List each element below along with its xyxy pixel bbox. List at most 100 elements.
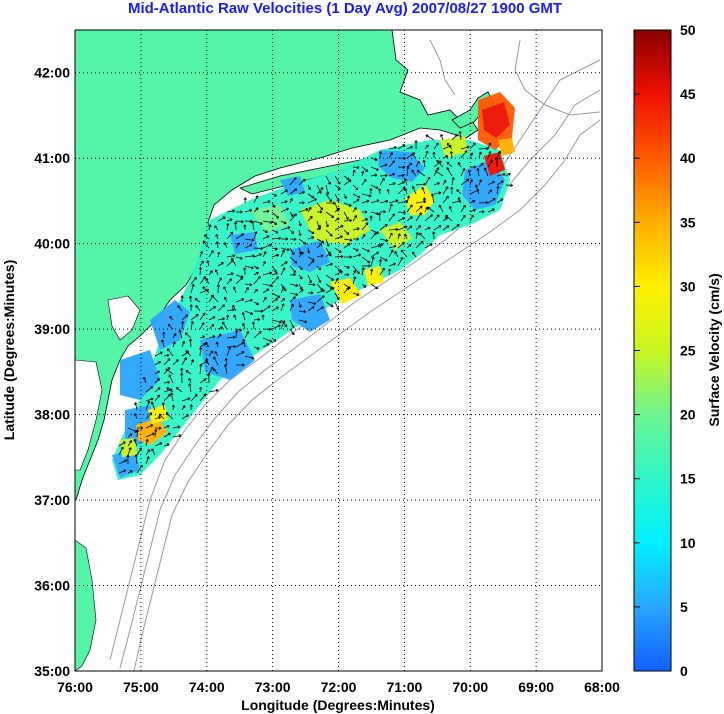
y-tick-label: 35:00 xyxy=(34,663,70,679)
velocity-arrow xyxy=(316,295,325,303)
velocity-arrow xyxy=(234,329,239,339)
velocity-arrow xyxy=(456,189,462,195)
velocity-arrow xyxy=(172,341,176,348)
velocity-arrow xyxy=(190,320,194,330)
velocity-arrow xyxy=(118,441,126,447)
velocity-arrow xyxy=(253,330,262,339)
velocity-arrow xyxy=(406,166,410,177)
velocity-arrow xyxy=(361,283,367,288)
velocity-arrow xyxy=(126,454,130,465)
velocity-arrow xyxy=(243,267,247,276)
velocity-arrow xyxy=(217,326,224,330)
velocity-arrow xyxy=(298,229,302,237)
velocity-arrow xyxy=(334,193,340,202)
velocity-arrow xyxy=(388,182,396,186)
x-tick-label: 74:00 xyxy=(189,679,225,695)
velocity-arrow xyxy=(188,383,192,393)
velocity-arrow xyxy=(406,145,414,150)
velocity-arrow xyxy=(280,286,285,294)
velocity-arrow xyxy=(469,208,476,213)
velocity-arrow xyxy=(289,188,298,195)
velocity-arrow xyxy=(325,220,329,228)
velocity-arrow xyxy=(168,374,174,384)
velocity-arrow xyxy=(289,328,295,336)
velocity-arrow xyxy=(190,276,197,285)
velocity-arrow xyxy=(271,211,280,219)
velocity-arrow xyxy=(334,184,341,191)
velocity-arrow xyxy=(334,235,343,240)
velocity-arrow xyxy=(251,220,255,231)
velocity-arrow xyxy=(208,335,216,339)
velocity-arrow xyxy=(226,308,235,312)
velocity-arrow xyxy=(262,235,270,240)
velocity-arrow xyxy=(449,151,454,159)
velocity-arrow xyxy=(325,247,332,257)
velocity-arrow xyxy=(226,335,236,339)
velocity-arrow xyxy=(370,232,377,240)
velocity-arrow xyxy=(433,181,440,186)
velocity-arrow xyxy=(352,276,357,285)
velocity-arrow xyxy=(142,376,147,384)
velocity-arrow xyxy=(343,243,351,249)
velocity-arrow xyxy=(476,168,480,177)
velocity-arrow xyxy=(361,256,371,264)
velocity-arrow xyxy=(163,380,170,384)
velocity-arrow xyxy=(379,243,383,249)
velocity-arrow xyxy=(307,206,312,213)
velocity-arrow xyxy=(388,152,393,159)
velocity-arrow xyxy=(244,286,249,294)
colorbar-tick-label: 20 xyxy=(680,407,696,423)
velocity-arrow xyxy=(343,265,350,269)
velocity-arrow xyxy=(271,253,280,258)
velocity-arrow xyxy=(215,241,219,249)
velocity-arrow xyxy=(235,341,245,348)
velocity-arrow xyxy=(397,186,406,195)
velocity-arrow xyxy=(379,238,389,243)
velocity-arrow xyxy=(298,178,306,186)
velocity-arrow xyxy=(487,159,493,168)
velocity-arrow xyxy=(298,309,307,314)
velocity-arrow xyxy=(235,298,245,303)
velocity-arrow xyxy=(388,232,393,240)
velocity-arrow xyxy=(422,159,426,168)
velocity-arrow xyxy=(298,265,303,271)
velocity-arrow xyxy=(199,260,204,267)
velocity-arrow xyxy=(221,321,228,330)
velocity-arrow xyxy=(253,275,261,285)
velocity-arrow xyxy=(214,225,219,231)
velocity-arrow xyxy=(207,373,211,384)
velocity-arrow xyxy=(307,215,313,222)
velocity-arrow xyxy=(154,394,161,402)
velocity-arrow xyxy=(394,251,399,258)
velocity-arrow xyxy=(170,392,174,402)
velocity-arrow xyxy=(194,298,201,303)
velocity-arrow xyxy=(446,167,453,177)
velocity-arrow xyxy=(433,214,440,222)
velocity-arrow xyxy=(198,267,203,276)
velocity-arrow xyxy=(361,170,365,177)
velocity-arrow xyxy=(234,221,238,231)
velocity-arrow xyxy=(316,184,322,194)
velocity-arrow xyxy=(416,170,426,177)
x-axis-label: Longitude (Degrees:Minutes) xyxy=(241,697,435,713)
velocity-arrow xyxy=(244,265,254,270)
velocity-arrow xyxy=(289,229,295,234)
velocity-arrow xyxy=(145,432,155,438)
velocity-arrow xyxy=(136,426,144,430)
velocity-arrow xyxy=(289,177,297,186)
velocity-arrow xyxy=(451,134,458,141)
velocity-arrow xyxy=(151,448,156,456)
velocity-arrow xyxy=(226,278,233,285)
velocity-arrow xyxy=(436,160,444,168)
velocity-arrow xyxy=(438,204,444,213)
velocity-arrow xyxy=(361,264,371,268)
velocity-arrow xyxy=(352,207,357,213)
velocity-arrow xyxy=(163,443,170,447)
velocity-arrow xyxy=(216,284,220,294)
velocity-arrow xyxy=(199,335,206,339)
velocity-arrow xyxy=(419,232,426,240)
velocity-arrow xyxy=(217,317,225,321)
velocity-arrow xyxy=(298,220,302,227)
velocity-arrow xyxy=(378,188,382,195)
velocity-arrow xyxy=(289,213,297,222)
